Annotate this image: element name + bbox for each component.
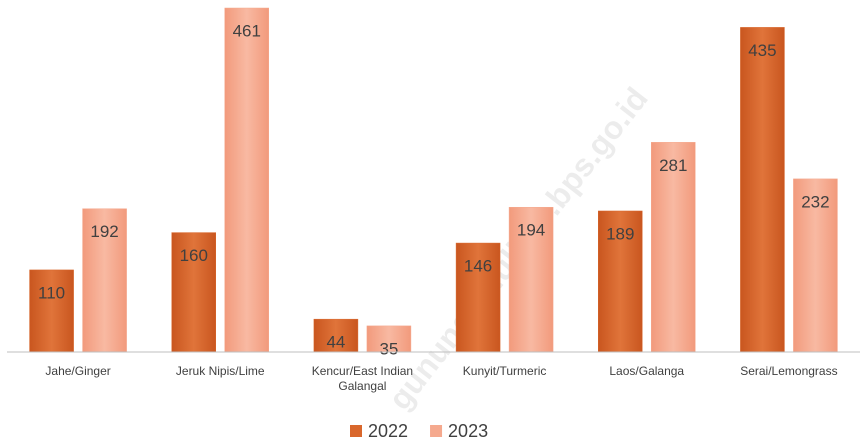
data-label: 35 <box>379 339 398 358</box>
x-tick-label: Jahe/Ginger <box>13 364 143 379</box>
data-label: 146 <box>464 257 492 276</box>
data-label: 461 <box>233 21 261 40</box>
data-label: 110 <box>38 283 65 302</box>
x-tick-label: Laos/Galanga <box>582 364 712 379</box>
bar <box>225 8 269 352</box>
legend-label: 2022 <box>368 421 408 441</box>
bar <box>30 270 74 352</box>
data-label: 281 <box>659 156 687 175</box>
chart: gunungkidulkab.bps.go.id1101921604614435… <box>0 0 862 444</box>
data-label: 189 <box>606 224 634 243</box>
data-label: 44 <box>326 333 345 352</box>
x-tick-label: Serai/Lemongrass <box>724 364 854 379</box>
x-tick-label: Kunyit/Turmeric <box>440 364 570 379</box>
legend-label: 2023 <box>448 421 488 441</box>
data-label: 194 <box>517 221 545 240</box>
x-tick-label: Kencur/East Indian Galangal <box>297 364 427 394</box>
legend-swatch <box>430 425 442 437</box>
data-label: 160 <box>180 246 208 265</box>
data-label: 192 <box>90 222 118 241</box>
data-label: 435 <box>748 41 776 60</box>
x-tick-label: Jeruk Nipis/Lime <box>155 364 285 379</box>
bar <box>740 27 784 352</box>
legend-swatch <box>350 425 362 437</box>
data-label: 232 <box>801 192 829 211</box>
